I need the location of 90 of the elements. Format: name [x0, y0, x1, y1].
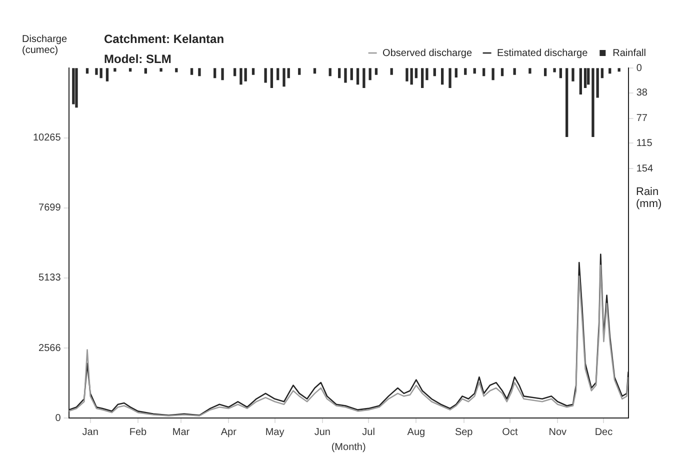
- bar: [100, 68, 102, 78]
- bar: [175, 68, 178, 72]
- y-tick-label: 7699: [38, 202, 62, 214]
- bar: [328, 68, 332, 76]
- bar: [587, 68, 590, 85]
- bar: [579, 68, 582, 94]
- x-tick-label: May: [265, 426, 284, 438]
- bar: [421, 68, 424, 88]
- bar: [338, 68, 341, 78]
- x-tick-label: Jul: [362, 426, 375, 438]
- bar: [72, 68, 75, 104]
- bar: [276, 68, 280, 80]
- bar: [198, 68, 201, 76]
- y2-tick-label: 38: [636, 88, 648, 99]
- bar: [214, 68, 216, 78]
- x-tick-label: Apr: [220, 426, 238, 438]
- bar: [368, 68, 372, 80]
- bar: [473, 68, 476, 74]
- bar: [559, 68, 562, 78]
- y2-tick-label: 77: [636, 113, 648, 124]
- bar: [618, 68, 620, 72]
- bar: [584, 68, 587, 88]
- bar: [426, 68, 428, 80]
- bar: [374, 68, 378, 75]
- bar: [362, 68, 366, 88]
- x-axis-title: (Month): [331, 442, 366, 453]
- bar: [287, 68, 290, 78]
- x-tick-label: Jan: [82, 426, 98, 438]
- bar: [282, 68, 286, 87]
- legend-label: Observed discharge: [382, 48, 472, 59]
- bar: [410, 68, 413, 85]
- y2-tick-label: 154: [636, 164, 654, 174]
- x-tick-label: Nov: [548, 426, 567, 438]
- y2-tick-label: 115: [636, 138, 653, 149]
- legend-label: Estimated discharge: [497, 48, 588, 59]
- bar: [190, 68, 194, 75]
- bar: [390, 68, 393, 75]
- bar: [356, 68, 360, 85]
- bar: [128, 68, 132, 72]
- bar: [464, 68, 467, 75]
- bar: [528, 68, 532, 74]
- legend-label: Rainfall: [612, 48, 646, 59]
- bar: [513, 68, 516, 75]
- bar: [95, 68, 98, 75]
- y2-tick-label: 0: [636, 62, 642, 74]
- y-tick-label: 10265: [32, 132, 62, 144]
- bar: [221, 68, 224, 80]
- bar: [406, 68, 408, 82]
- bar: [553, 68, 556, 72]
- bar: [114, 68, 116, 72]
- bar: [86, 68, 89, 74]
- bar: [440, 68, 444, 85]
- x-tick-label: Jun: [314, 426, 330, 438]
- bar: [270, 68, 274, 88]
- x-tick-label: Sep: [454, 426, 474, 438]
- bar: [482, 68, 486, 76]
- bar: [350, 68, 353, 80]
- bar: [600, 68, 604, 78]
- bar: [233, 68, 236, 76]
- x-tick-label: Feb: [129, 426, 148, 438]
- bar: [298, 68, 301, 75]
- y-axis-title: Discharge (cumec): [22, 34, 68, 56]
- bar: [572, 68, 574, 82]
- bar: [454, 68, 458, 78]
- x-tick-label: Oct: [502, 426, 518, 438]
- x-tick-label: Dec: [594, 426, 613, 438]
- bar: [106, 68, 109, 82]
- bar: [448, 68, 452, 88]
- bar: [144, 68, 147, 74]
- bar: [433, 68, 436, 76]
- y-tick-label: 0: [55, 412, 62, 424]
- chart-title: Catchment: Kelantan: [104, 32, 224, 46]
- y-tick-label: 2566: [38, 342, 62, 354]
- y2-axis-title: Rain (mm): [636, 186, 663, 210]
- bar: [492, 68, 494, 80]
- chart-subtitle: Model: SLM: [104, 52, 172, 66]
- bar: [544, 68, 547, 76]
- bar: [75, 68, 78, 108]
- bar: [344, 68, 347, 83]
- bar: [566, 68, 568, 138]
- bar: [414, 68, 418, 78]
- bar: [160, 68, 162, 72]
- y-tick-label: 5133: [38, 272, 62, 284]
- bar: [608, 68, 612, 74]
- x-tick-label: Aug: [407, 426, 426, 438]
- bar: [252, 68, 255, 75]
- bar: [264, 68, 267, 83]
- bar: [500, 68, 504, 76]
- bar: [313, 68, 316, 74]
- x-tick-label: Mar: [172, 426, 190, 438]
